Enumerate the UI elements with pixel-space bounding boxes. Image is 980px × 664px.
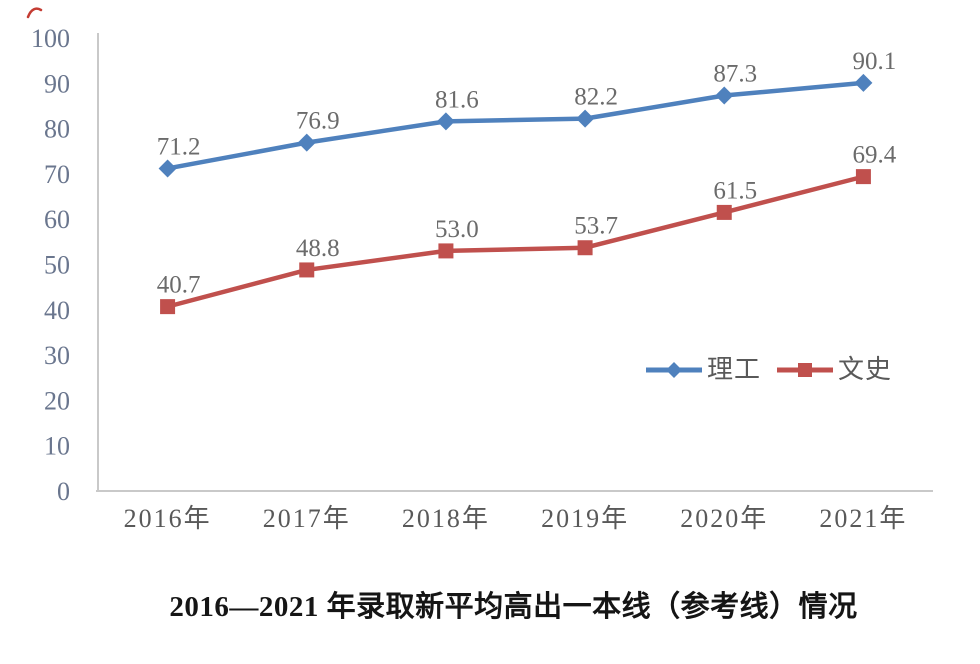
legend-marker-science-diamond-icon xyxy=(646,362,702,378)
y-tick-label: 80 xyxy=(44,115,70,144)
data-point-marker-diamond xyxy=(715,86,734,105)
data-point-label: 61.5 xyxy=(713,177,757,204)
data-point-label: 69.4 xyxy=(853,142,897,169)
y-tick-label: 40 xyxy=(44,296,70,325)
series-line-0 xyxy=(165,80,866,171)
data-point-label: 87.3 xyxy=(713,61,757,88)
data-point-label: 40.7 xyxy=(157,272,201,299)
data-point-marker-diamond xyxy=(576,109,595,128)
chart-caption: 2016—2021 年录取新平均高出一本线（参考线）情况 xyxy=(169,591,858,623)
series-line-1 xyxy=(165,174,866,309)
legend-marker-liberal-arts-square-icon xyxy=(777,363,834,377)
data-point-marker-diamond xyxy=(297,133,316,152)
x-axis-label: 2016年 xyxy=(124,504,212,533)
x-axis-label: 2019年 xyxy=(541,504,629,533)
y-tick-label: 0 xyxy=(57,477,70,506)
y-tick-label: 20 xyxy=(44,386,70,415)
data-point-label: 82.2 xyxy=(574,84,618,111)
data-point-label: 53.7 xyxy=(574,213,618,240)
y-tick-label: 100 xyxy=(31,24,70,53)
legend-item-science: 理工 xyxy=(646,357,761,383)
red-pen-mark xyxy=(26,7,43,19)
data-point-label: 53.0 xyxy=(435,216,479,243)
y-tick-label: 60 xyxy=(44,205,70,234)
data-point-marker-diamond xyxy=(158,159,177,178)
data-point-marker-square xyxy=(160,299,176,315)
legend-item-liberal-arts: 文史 xyxy=(777,357,892,383)
data-point-marker-diamond xyxy=(436,112,455,131)
data-point-marker-square xyxy=(577,240,593,256)
data-point-marker-square xyxy=(855,169,871,185)
data-point-label: 48.8 xyxy=(296,235,340,262)
chart-legend: 理工 文史 xyxy=(646,357,892,383)
y-tick-label: 30 xyxy=(44,341,70,370)
y-tick-label: 70 xyxy=(44,160,70,189)
x-axis-label: 2018年 xyxy=(402,504,490,533)
data-point-marker-square xyxy=(438,243,454,259)
y-tick-label: 10 xyxy=(44,432,70,461)
data-point-marker-diamond xyxy=(854,73,873,92)
data-point-marker-square xyxy=(716,204,732,220)
data-point-label: 76.9 xyxy=(296,108,340,135)
data-point-label: 90.1 xyxy=(853,48,897,75)
x-axis-label: 2021年 xyxy=(819,504,907,533)
x-axis-label: 2020年 xyxy=(680,504,768,533)
y-tick-label: 90 xyxy=(44,69,70,98)
data-point-label: 71.2 xyxy=(157,133,201,160)
x-axis-label: 2017年 xyxy=(263,504,351,533)
y-tick-label: 50 xyxy=(44,251,70,280)
data-point-label: 81.6 xyxy=(435,86,479,113)
legend-label-liberal-arts: 文史 xyxy=(838,355,893,384)
data-point-marker-square xyxy=(299,262,315,278)
legend-label-science: 理工 xyxy=(707,355,762,384)
